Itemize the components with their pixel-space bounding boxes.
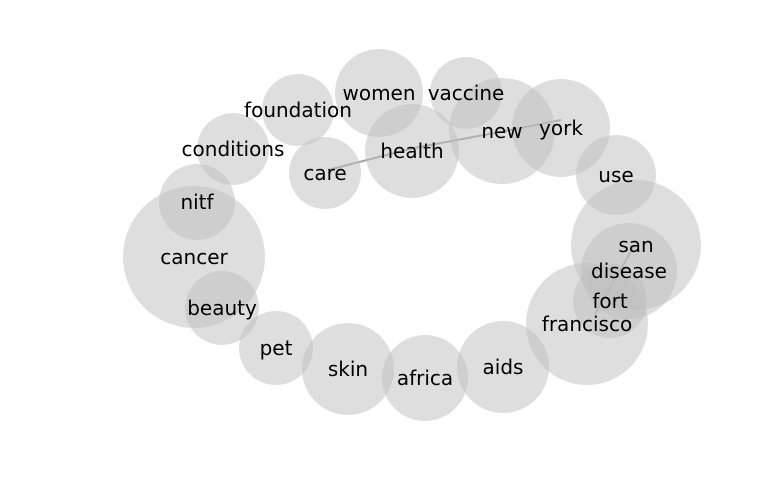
bubble-aids [457,321,549,413]
bubble-conditions [197,113,269,185]
label-conditions: conditions [182,137,285,161]
bubble-care [289,137,361,209]
label-york: york [539,116,583,140]
label-foundation: foundation [244,98,352,122]
bubble-skin [302,323,394,415]
label-fort: fort [592,289,628,313]
label-cancer: cancer [160,245,228,269]
bubbles-layer [123,49,701,421]
bubble-health [365,104,459,198]
bubble-francisco [526,263,648,385]
bubble-foundation [262,74,334,146]
bubble-pet [239,311,313,385]
label-beauty: beauty [187,296,257,320]
label-women: women [342,81,415,105]
label-pet: pet [260,336,293,360]
label-health: health [380,139,443,163]
label-aids: aids [483,355,524,379]
label-disease: disease [591,259,667,283]
label-use: use [598,163,633,187]
labels-layer: women vaccine foundation new york health condi… [160,81,667,390]
label-africa: africa [397,366,453,390]
label-new: new [481,119,522,143]
label-vaccine: vaccine [428,81,505,105]
label-skin: skin [328,357,368,381]
label-care: care [303,161,346,185]
bubble-beauty [185,271,259,345]
label-francisco: francisco [542,312,632,336]
label-nitf: nitf [180,190,214,214]
label-san: san [618,233,653,257]
bubble-africa [382,335,468,421]
